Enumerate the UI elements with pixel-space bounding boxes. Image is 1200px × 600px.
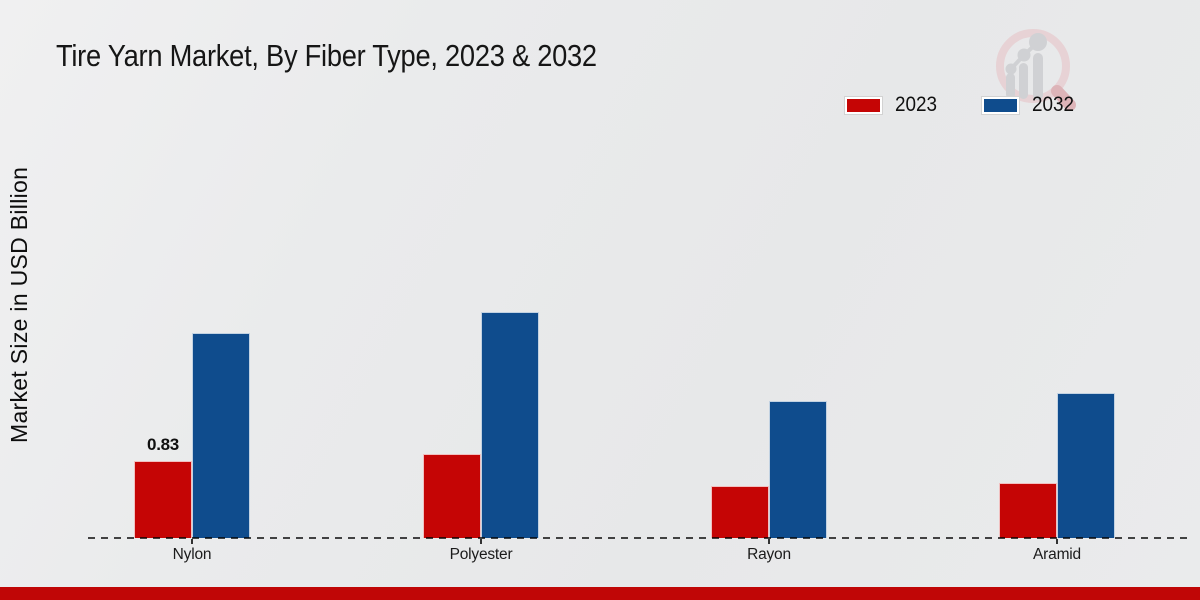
- x-axis-tick: [1056, 539, 1058, 544]
- bar-2023-polyester: [423, 454, 481, 538]
- magnifier-chart-icon: [996, 29, 1076, 110]
- x-axis-tick: [191, 539, 193, 544]
- bar-2023-aramid: [999, 483, 1057, 538]
- legend-item-2023: 2023: [845, 93, 942, 117]
- chart-title: Tire Yarn Market, By Fiber Type, 2023 & …: [56, 38, 597, 73]
- bar-value-label: 0.83: [147, 435, 179, 454]
- category-label-nylon: Nylon: [172, 546, 212, 563]
- category-label-aramid: Aramid: [1033, 546, 1081, 563]
- category-label-polyester: Polyester: [449, 546, 513, 563]
- bar-2032-polyester: [481, 312, 539, 538]
- bar-2032-rayon: [769, 401, 827, 538]
- category-label-rayon: Rayon: [747, 546, 791, 563]
- legend-item-2032: 2032: [981, 93, 1079, 117]
- bar-2023-rayon: [711, 486, 769, 538]
- legend-swatch-2023: [845, 96, 882, 114]
- x-axis-tick: [768, 539, 770, 544]
- bar-2032-nylon: [192, 333, 250, 538]
- legend-swatch-2032: [981, 96, 1019, 114]
- footer-accent-bar: [0, 587, 1200, 600]
- legend: 2023 2032: [845, 93, 1078, 117]
- x-axis-baseline: [88, 537, 1192, 539]
- legend-label-2032: 2032: [1031, 93, 1074, 116]
- legend-label-2023: 2023: [895, 93, 938, 116]
- bar-2023-nylon: [134, 461, 192, 538]
- x-axis-tick: [480, 539, 482, 544]
- bar-2032-aramid: [1057, 393, 1115, 538]
